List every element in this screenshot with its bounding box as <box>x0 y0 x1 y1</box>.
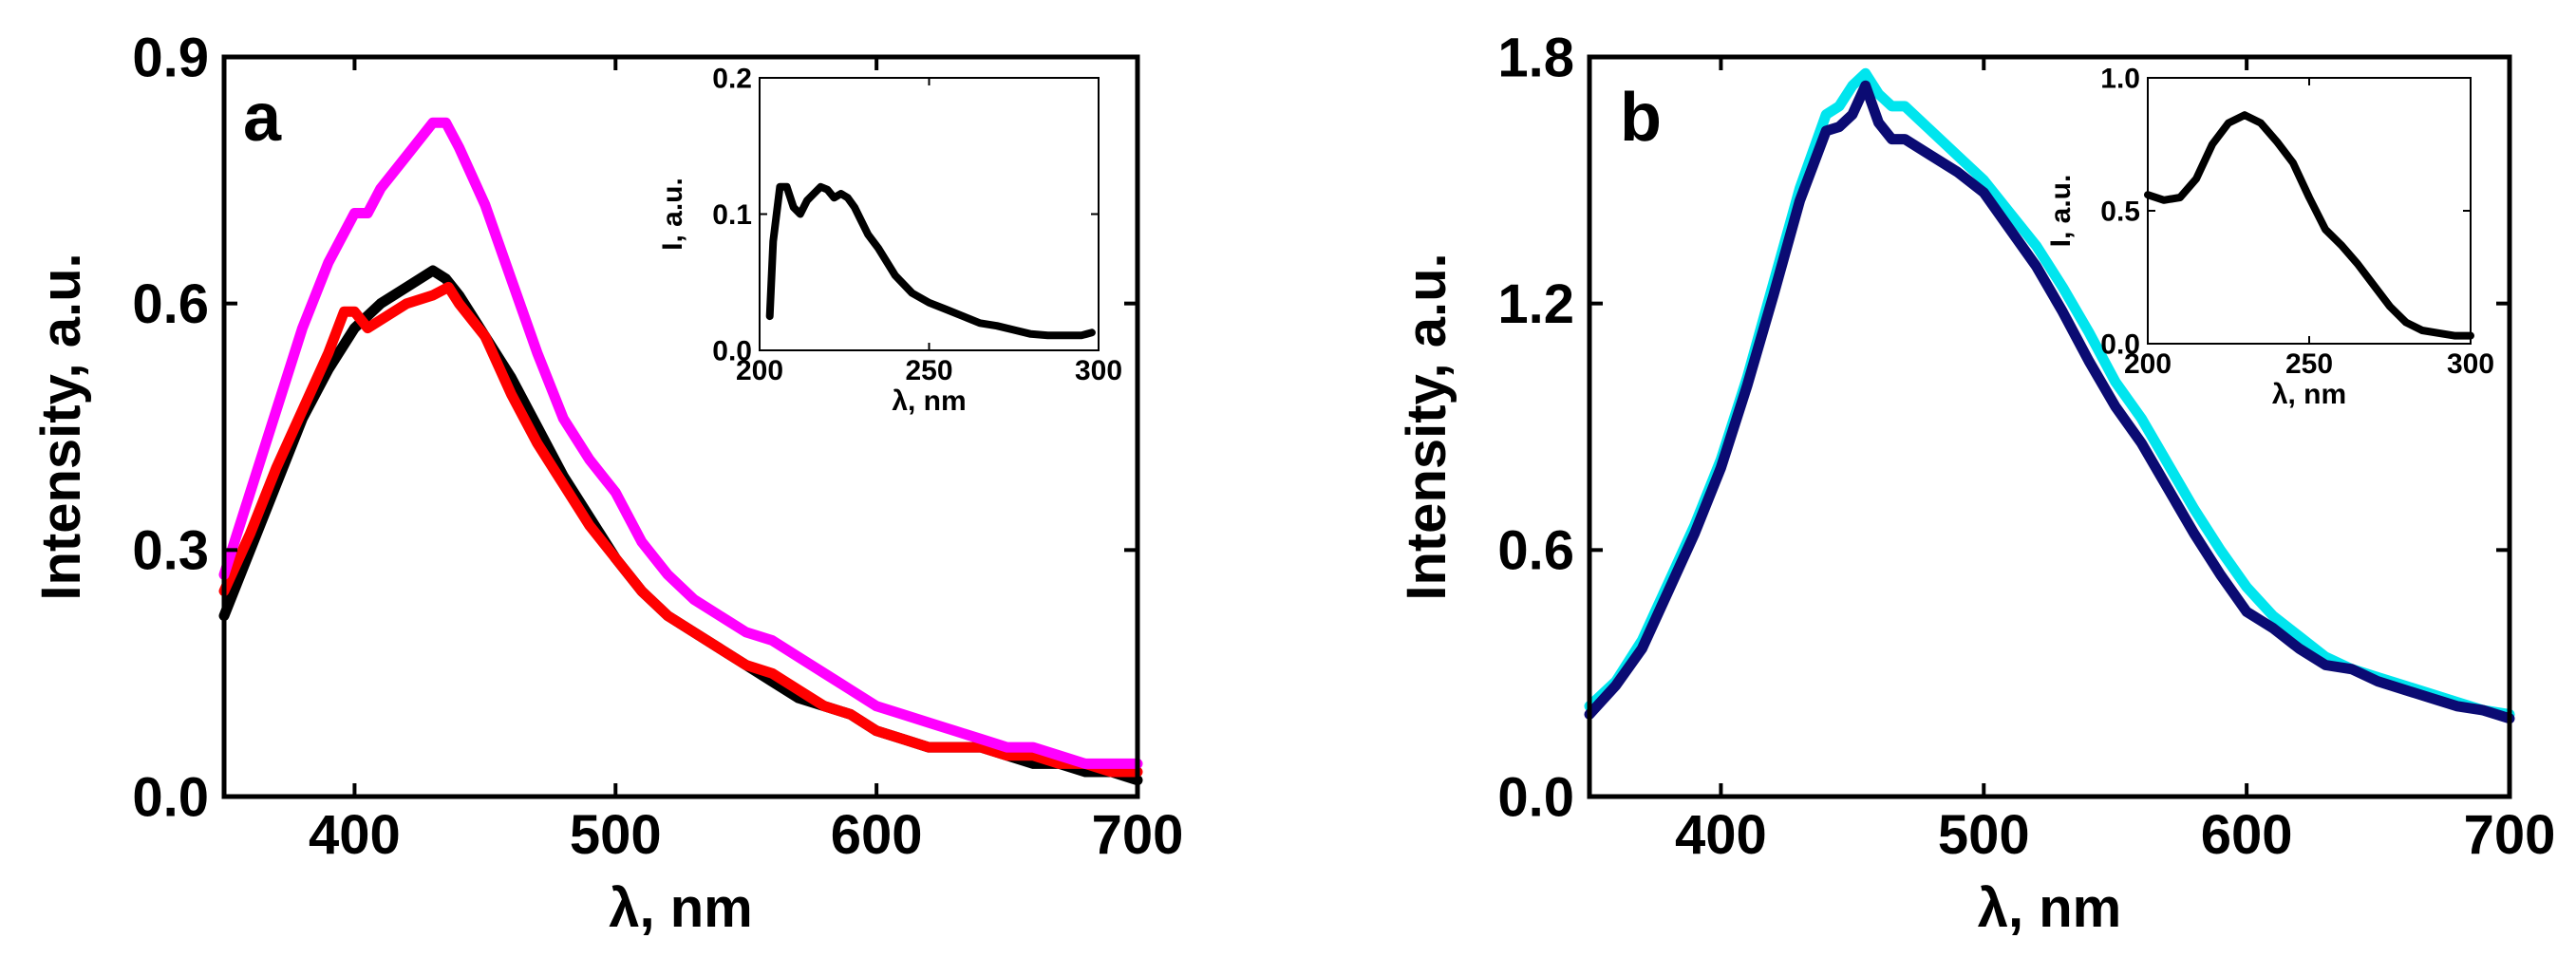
y-axis-label: Intensity, a.u. <box>1396 253 1457 600</box>
inset-y-tick-label: 0.5 <box>2100 197 2140 228</box>
inset-x-tick-label: 300 <box>2447 348 2494 380</box>
inset-series-inset <box>765 182 1096 340</box>
series-navy <box>1584 80 2515 724</box>
panel-b: 400 500 600 700 0.0 0.6 1.2 1.8 λ, nm Intensity, … <box>1396 27 2555 939</box>
series-magenta <box>218 117 1143 769</box>
inset-background <box>760 78 1099 350</box>
y-tick-label: 1.8 <box>1497 27 1574 88</box>
panel-label: a <box>243 80 282 156</box>
x-tick-label: 400 <box>1675 804 1767 866</box>
y-tick-label: 0.0 <box>1497 766 1574 828</box>
inset-x-tick-label: 250 <box>905 355 952 386</box>
inset-y-tick-label: 1.0 <box>2100 64 2140 95</box>
y-tick-label: 0.6 <box>1497 520 1574 582</box>
inset-series-inset <box>2144 111 2474 340</box>
y-tick-label: 0.3 <box>132 520 209 582</box>
inset-x-axis-label: λ, nm <box>892 385 966 417</box>
inset-y-axis-label: I, a.u. <box>657 178 688 251</box>
y-tick-label: 0.9 <box>132 27 209 88</box>
inset-y-tick-label: 0.2 <box>712 64 752 95</box>
x-tick-label: 700 <box>1092 804 1184 866</box>
y-tick-label: 1.2 <box>1497 273 1574 335</box>
x-tick-label: 400 <box>309 804 401 866</box>
y-tick-label: 0.0 <box>132 766 209 828</box>
x-axis-label: λ, nm <box>1978 877 2122 939</box>
y-axis-label: Intensity, a.u. <box>30 253 92 600</box>
plot-frame <box>1587 54 2512 799</box>
inset-x-tick-label: 250 <box>2285 348 2333 380</box>
inset-y-tick-label: 0.0 <box>2100 329 2140 361</box>
inset-x-tick-label: 200 <box>736 355 783 386</box>
y-tick-label: 0.6 <box>132 273 209 335</box>
x-tick-label: 700 <box>2464 804 2556 866</box>
panel-a: 400 500 600 700 0.0 0.3 0.6 0.9 λ, nm Intensity, … <box>30 27 1183 939</box>
series-red <box>218 281 1143 778</box>
x-tick-label: 500 <box>1938 804 2030 866</box>
inset-y-tick-label: 0.1 <box>712 199 752 231</box>
inset-x-tick-label: 200 <box>2124 348 2172 380</box>
inset-chart: 200 250 300 0.0 0.5 1.0 λ, nm I, a.u. <box>2045 64 2494 411</box>
x-tick-label: 600 <box>2201 804 2293 866</box>
chart-root: 400 500 600 700 0.0 0.3 0.6 0.9 λ, nm Intensity, … <box>30 27 2555 939</box>
inset-y-axis-label: I, a.u. <box>2045 175 2077 248</box>
panel-label: b <box>1620 80 1662 156</box>
inset-background <box>2148 78 2471 344</box>
inset-x-axis-label: λ, nm <box>2272 379 2346 410</box>
x-tick-label: 600 <box>831 804 923 866</box>
inset-y-tick-label: 0.0 <box>712 336 752 367</box>
plot-frame <box>221 54 1140 799</box>
x-tick-label: 500 <box>570 804 662 866</box>
x-axis-label: λ, nm <box>609 877 753 939</box>
inset-x-tick-label: 300 <box>1075 355 1122 386</box>
inset-chart: 200 250 300 0.0 0.1 0.2 λ, nm I, a.u. <box>657 64 1122 418</box>
